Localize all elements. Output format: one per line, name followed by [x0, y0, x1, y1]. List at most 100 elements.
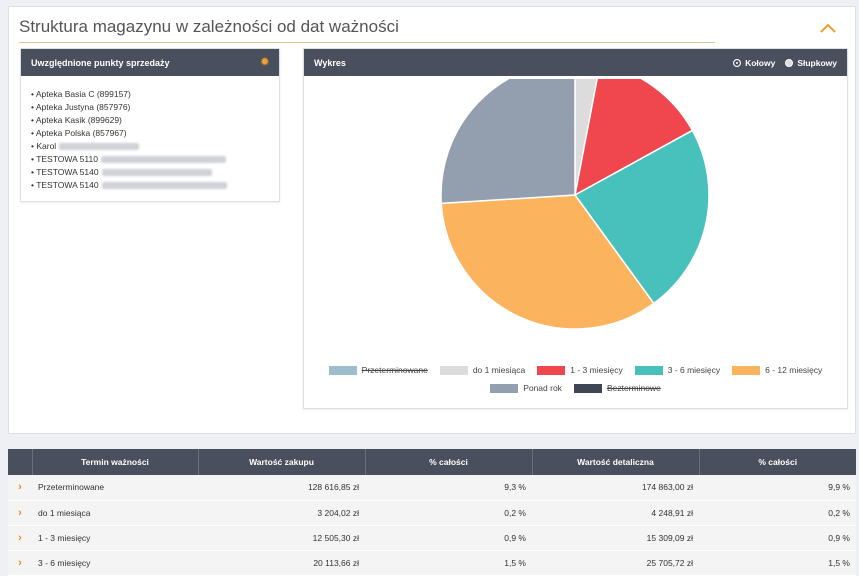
- col-header-retail[interactable]: Wartość detaliczna: [532, 449, 700, 475]
- chart-card: Wykres Kołowy Słupkowy Przeterminowane do…: [303, 48, 848, 409]
- legend-item[interactable]: 1 - 3 miesięcy: [537, 365, 623, 375]
- radio-bar-dot[interactable]: [785, 58, 794, 67]
- legend-label: Przeterminowane: [361, 365, 428, 375]
- shop-list-item: TESTOWA 5140: [31, 179, 269, 192]
- col-header-purchase[interactable]: Wartość zakupu: [198, 449, 366, 475]
- table-header-row: Termin ważności Wartość zakupu % całości…: [8, 449, 856, 475]
- radio-bar-label: Słupkowy: [797, 57, 837, 68]
- expand-row-icon[interactable]: ›: [8, 475, 32, 501]
- legend-label: Bezterminowe: [606, 383, 661, 393]
- cell-retail-pct: 1,5 %: [699, 550, 856, 576]
- cell-purchase-pct: 0,9 %: [365, 525, 532, 551]
- legend-swatch: [732, 365, 761, 375]
- legend-item[interactable]: Bezterminowe: [573, 383, 661, 393]
- shop-name: Apteka Basia C (899157): [35, 89, 131, 99]
- pie-slice[interactable]: [573, 79, 694, 197]
- shops-card-title: Uwzględnione punkty sprzedaży: [31, 57, 170, 68]
- cell-purchase-pct: 0,2 %: [365, 500, 532, 526]
- cell-purchase-pct: 1,5 %: [365, 550, 532, 576]
- shop-list-item: Apteka Polska (857967): [31, 127, 269, 140]
- col-header-term[interactable]: Termin ważności: [32, 449, 199, 475]
- gear-icon[interactable]: ✹: [260, 57, 269, 68]
- redacted-text: [101, 182, 227, 190]
- redacted-text: [101, 169, 212, 177]
- shop-list-item: Karol: [31, 140, 269, 153]
- shop-list-item: Apteka Justyna (857976): [31, 101, 269, 114]
- legend-item[interactable]: 3 - 6 miesięcy: [634, 365, 721, 375]
- shop-name: TESTOWA 5140: [36, 180, 99, 190]
- cell-term: 3 - 6 miesięcy: [32, 550, 198, 576]
- table-body: › Przeterminowane 128 616,85 zł 9,3 % 174 86…: [8, 475, 856, 576]
- expand-row-icon[interactable]: ›: [8, 525, 32, 551]
- table-row[interactable]: › 3 - 6 miesięcy 20 113,66 zł 1,5 % 25 705,7…: [8, 550, 856, 576]
- redacted-text: [100, 156, 226, 164]
- expand-col-header: [8, 449, 33, 475]
- chart-legend: Przeterminowane do 1 miesiąca 1 - 3 miesię…: [304, 365, 847, 393]
- shop-name: Apteka Kasik (899629): [35, 115, 122, 125]
- radio-pie[interactable]: Kołowy: [733, 58, 775, 68]
- table-row[interactable]: › do 1 miesiąca 3 204,02 zł 0,2 % 4 248,91 z…: [8, 500, 856, 526]
- radio-bar[interactable]: Słupkowy: [785, 58, 837, 68]
- legend-label: Ponad rok: [523, 383, 562, 393]
- title-underline: [19, 42, 715, 43]
- chart-card-header: Wykres Kołowy Słupkowy: [304, 49, 847, 76]
- cell-term: do 1 miesiąca: [32, 500, 198, 526]
- chart-type-toggle: Kołowy Słupkowy: [733, 58, 837, 68]
- cell-purchase: 20 113,66 zł: [198, 550, 365, 576]
- cell-purchase: 3 204,02 zł: [198, 500, 365, 526]
- radio-pie-label: Kołowy: [745, 57, 776, 68]
- shop-name: Apteka Justyna (857976): [35, 102, 131, 112]
- page-title: Struktura magazynu w zależności od dat w…: [19, 17, 399, 36]
- legend-swatch: [634, 365, 663, 375]
- legend-item[interactable]: 6 - 12 miesięcy: [732, 365, 822, 375]
- cell-retail-pct: 9,9 %: [699, 475, 856, 501]
- pie-slice[interactable]: [440, 194, 655, 330]
- radio-pie-dot[interactable]: [733, 58, 742, 67]
- legend-swatch: [439, 365, 468, 375]
- expand-row-icon[interactable]: ›: [8, 550, 32, 576]
- legend-item[interactable]: Przeterminowane: [328, 365, 428, 375]
- shop-list-item: TESTOWA 5140: [31, 166, 269, 179]
- shops-card: Uwzględnione punkty sprzedaży ✹ Apteka B…: [20, 48, 280, 202]
- legend-label: do 1 miesiąca: [472, 365, 526, 375]
- shop-name: Karol: [36, 141, 57, 151]
- legend-swatch: [573, 383, 602, 393]
- pie-slice[interactable]: [440, 79, 576, 205]
- table-row[interactable]: › 1 - 3 miesięcy 12 505,30 zł 0,9 % 15 309,0…: [8, 525, 856, 551]
- pie-slice[interactable]: [573, 129, 710, 305]
- chart-card-title: Wykres: [314, 57, 346, 68]
- col-header-purchase-pct[interactable]: % całości: [365, 449, 533, 475]
- cell-purchase-pct: 9,3 %: [365, 475, 532, 501]
- main-panel: Struktura magazynu w zależności od dat w…: [8, 6, 856, 434]
- shop-list-item: TESTOWA 5110: [31, 153, 269, 166]
- cell-term: 1 - 3 miesięcy: [32, 525, 198, 551]
- shop-name: TESTOWA 5140: [36, 167, 99, 177]
- chevron-up-icon[interactable]: [819, 21, 837, 35]
- cell-term: Przeterminowane: [32, 475, 198, 501]
- cell-purchase: 128 616,85 zł: [198, 475, 365, 501]
- shops-card-header: Uwzględnione punkty sprzedaży ✹: [21, 49, 279, 76]
- legend-swatch: [490, 383, 519, 393]
- col-header-retail-pct[interactable]: % całości: [699, 449, 856, 475]
- shop-list-item: Apteka Kasik (899629): [31, 114, 269, 127]
- redacted-text: [59, 143, 140, 151]
- cell-retail-pct: 0,9 %: [699, 525, 856, 551]
- legend-swatch: [328, 365, 357, 375]
- shop-name: Apteka Polska (857967): [35, 128, 127, 138]
- shop-list-item: Apteka Basia C (899157): [31, 88, 269, 101]
- pie-chart: [440, 79, 710, 330]
- expiry-table: Termin ważności Wartość zakupu % całości…: [8, 449, 856, 576]
- legend-item[interactable]: Ponad rok: [490, 383, 562, 393]
- cell-purchase: 12 505,30 zł: [198, 525, 365, 551]
- cell-retail-pct: 0,2 %: [699, 500, 856, 526]
- table-row[interactable]: › Przeterminowane 128 616,85 zł 9,3 % 174 86…: [8, 475, 856, 501]
- shops-list: Apteka Basia C (899157) Apteka Justyna (8…: [21, 76, 279, 204]
- legend-label: 3 - 6 miesięcy: [667, 365, 721, 375]
- legend-item[interactable]: do 1 miesiąca: [439, 365, 526, 375]
- cell-retail: 15 309,09 zł: [532, 525, 699, 551]
- expand-row-icon[interactable]: ›: [8, 500, 32, 526]
- cell-retail: 4 248,91 zł: [532, 500, 699, 526]
- cell-retail: 174 863,00 zł: [532, 475, 699, 501]
- cell-retail: 25 705,72 zł: [532, 550, 699, 576]
- shop-name: TESTOWA 5110: [36, 154, 98, 164]
